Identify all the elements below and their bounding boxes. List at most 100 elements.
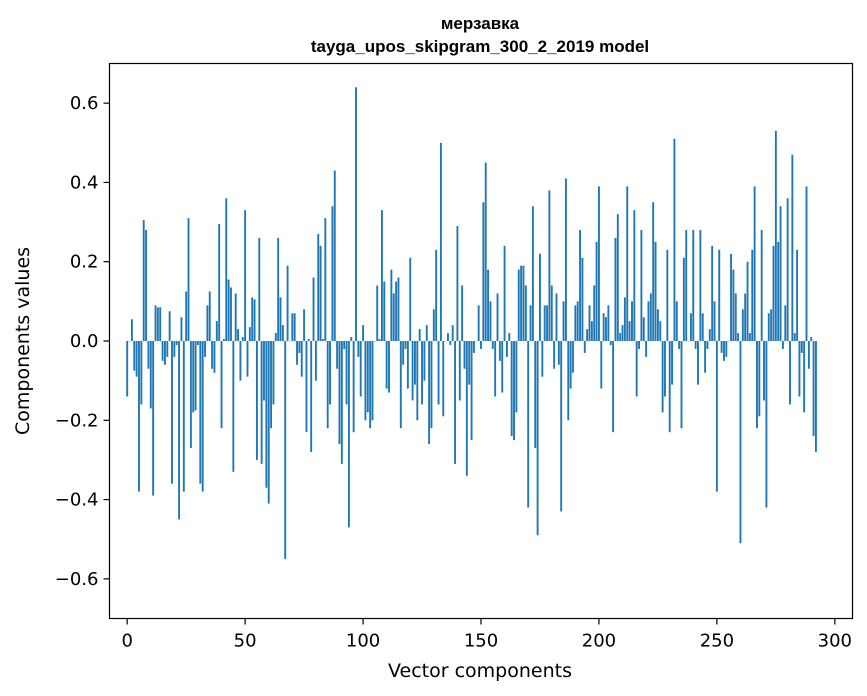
bar <box>642 317 645 341</box>
bar <box>350 337 353 341</box>
bar <box>286 265 289 341</box>
bar <box>576 301 579 341</box>
bar <box>472 341 475 353</box>
bar <box>185 291 188 341</box>
bar <box>536 341 539 536</box>
bar <box>253 299 256 342</box>
x-tick-label: 250 <box>700 631 734 652</box>
bar <box>281 325 284 341</box>
bar <box>392 293 395 341</box>
bar <box>741 309 744 341</box>
bar <box>458 341 461 401</box>
bar <box>180 317 183 341</box>
bar <box>159 307 162 341</box>
bar <box>623 297 626 341</box>
bar <box>517 269 520 341</box>
bar <box>753 186 756 341</box>
bar <box>319 245 322 341</box>
bar <box>508 333 511 341</box>
bar <box>126 341 129 397</box>
bar <box>616 214 619 341</box>
bar <box>418 329 421 341</box>
bar <box>560 341 563 512</box>
y-axis-ticks: −0.6 −0.4 −0.2 0.0 0.2 0.4 0.6 <box>55 93 110 590</box>
bar <box>701 313 704 341</box>
bar <box>600 341 603 389</box>
bar <box>562 301 565 341</box>
bar <box>732 269 735 341</box>
bar <box>284 341 287 560</box>
bar <box>810 337 813 341</box>
bar <box>524 285 527 341</box>
bar <box>640 230 643 341</box>
bar <box>652 202 655 341</box>
bar <box>723 341 725 361</box>
bar <box>331 206 334 341</box>
bar <box>399 341 402 429</box>
bar <box>463 341 466 369</box>
bar <box>503 245 506 341</box>
x-tick-label: 150 <box>464 631 498 652</box>
bar <box>248 327 251 342</box>
bar <box>465 341 468 476</box>
bar <box>329 341 331 405</box>
bar <box>774 130 777 341</box>
bar <box>322 339 324 341</box>
bar <box>395 281 398 341</box>
bar <box>666 249 669 341</box>
bar <box>715 341 718 492</box>
bar <box>145 230 148 341</box>
bar <box>317 233 320 341</box>
bar <box>713 301 716 341</box>
bar <box>230 287 232 341</box>
bar <box>258 237 261 341</box>
y-tick-label: −0.2 <box>55 410 99 431</box>
bar <box>781 341 784 349</box>
bar <box>784 305 787 341</box>
bar <box>635 341 638 397</box>
bar <box>383 281 386 341</box>
bar <box>812 341 815 437</box>
bar <box>675 301 678 341</box>
bar <box>555 293 558 341</box>
bar <box>689 313 692 341</box>
bar <box>605 317 607 341</box>
bar <box>546 305 548 341</box>
bar <box>725 341 728 357</box>
bar <box>557 341 560 365</box>
y-tick-label: 0.6 <box>70 93 99 114</box>
bar <box>553 341 556 369</box>
bar <box>506 341 508 357</box>
bar <box>659 321 662 341</box>
bar <box>649 293 652 341</box>
bar <box>347 341 350 528</box>
bar <box>673 138 676 341</box>
bar <box>402 341 405 365</box>
bar <box>447 333 449 341</box>
bar <box>355 87 357 341</box>
bar <box>178 341 181 520</box>
bar <box>647 301 650 341</box>
x-tick-label: 100 <box>346 631 380 652</box>
bar <box>201 341 204 492</box>
y-tick-label: −0.6 <box>55 569 99 590</box>
bar <box>225 198 228 341</box>
bar <box>678 341 681 349</box>
bar <box>645 341 648 357</box>
bar <box>734 293 737 341</box>
bar <box>602 313 605 341</box>
bar <box>314 341 317 381</box>
bar <box>414 341 416 385</box>
bar <box>362 325 365 341</box>
bar <box>807 341 810 369</box>
bar <box>767 313 770 341</box>
chart-title: мерзавка <box>441 14 520 33</box>
y-axis-label: Components values <box>12 247 34 435</box>
bar <box>378 339 381 341</box>
bar <box>789 341 791 405</box>
bar <box>352 341 355 433</box>
bar <box>798 341 801 397</box>
bar <box>175 341 178 345</box>
bar <box>668 341 671 433</box>
